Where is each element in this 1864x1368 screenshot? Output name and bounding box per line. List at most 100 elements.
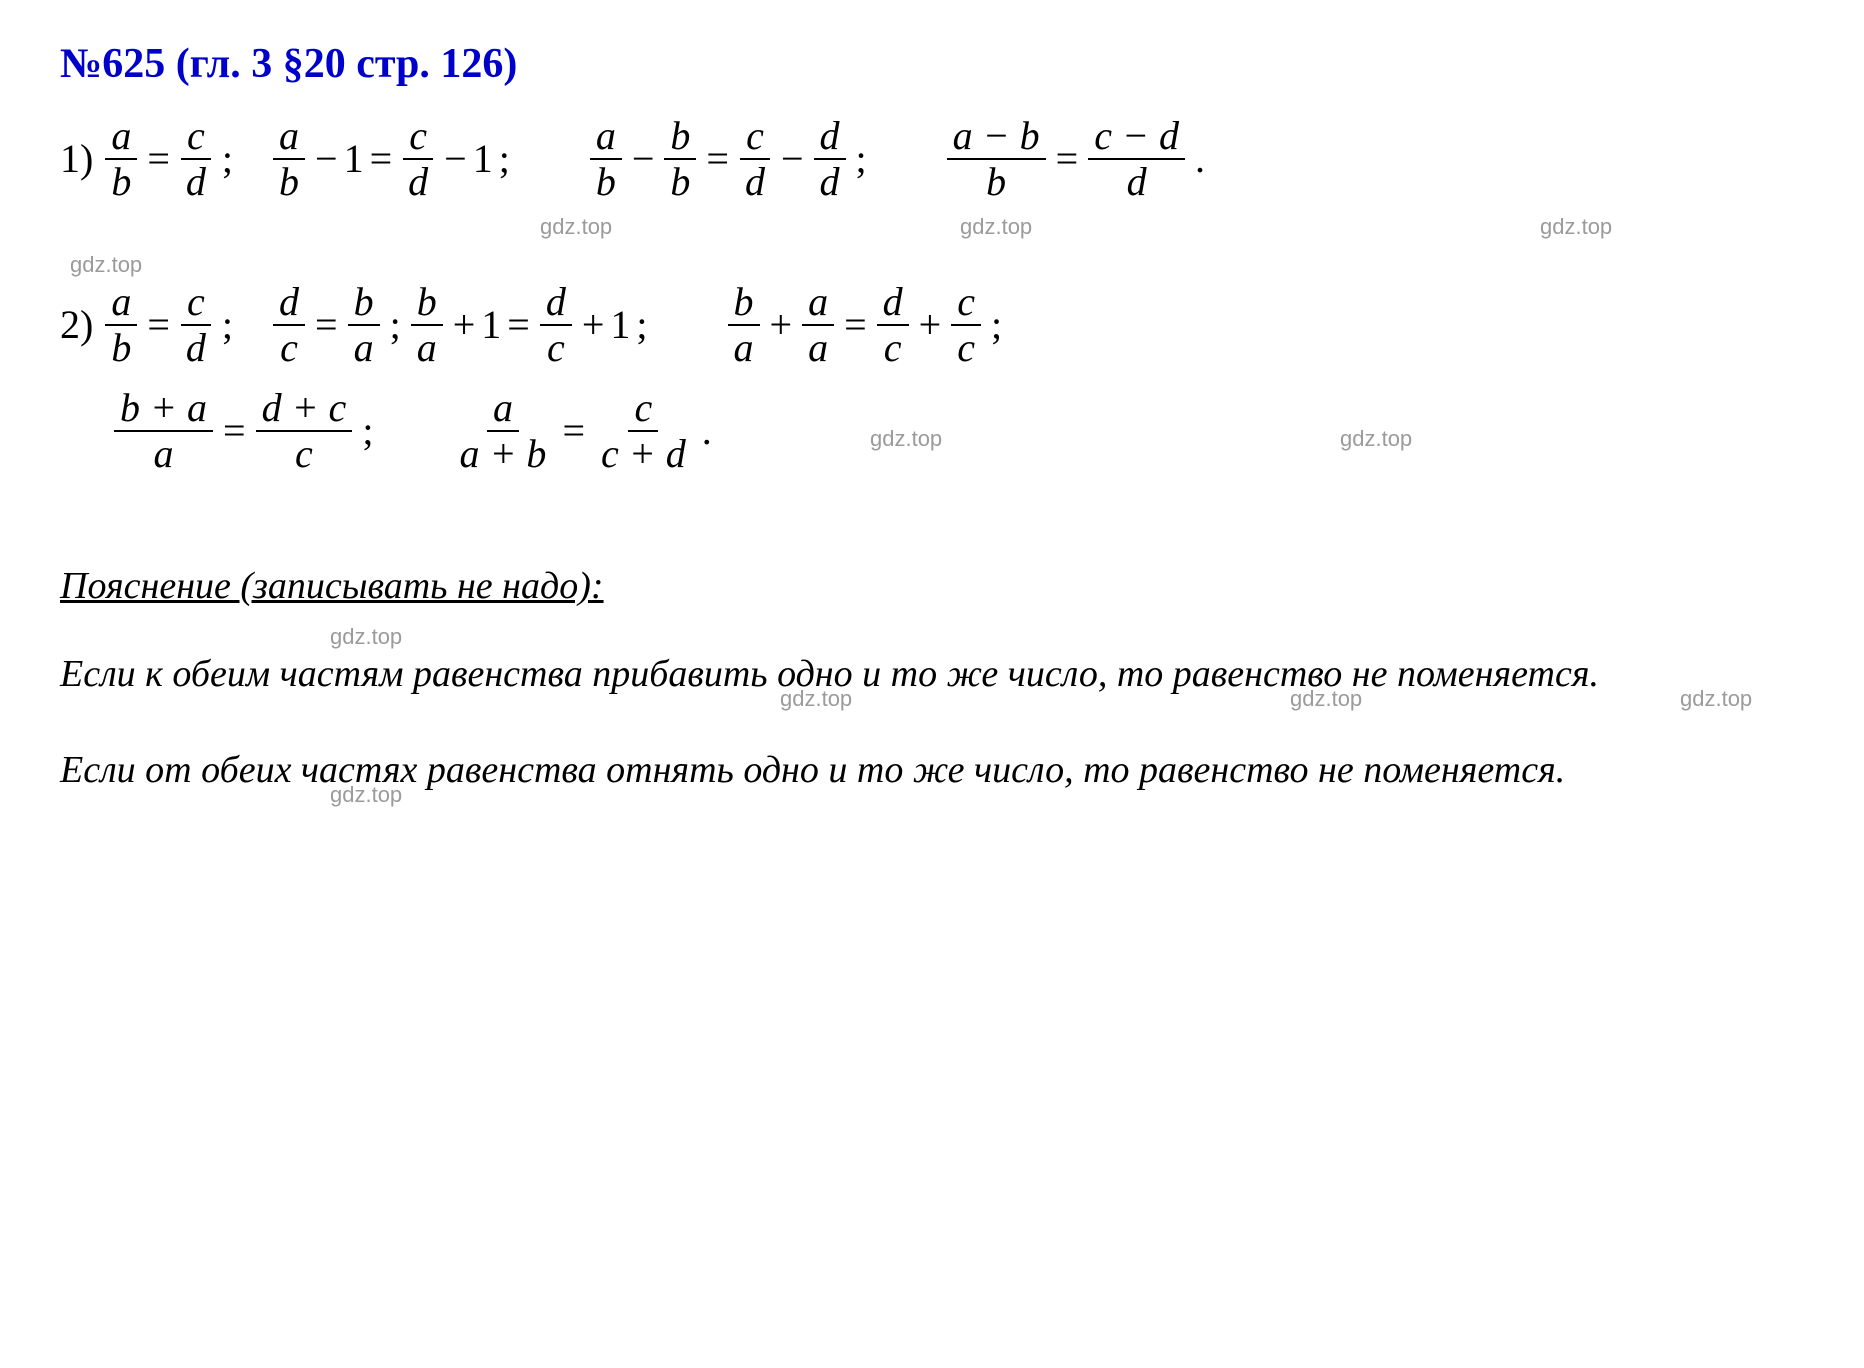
denominator: c + d [595,432,692,474]
watermark: gdz.top [780,686,852,712]
watermark: gdz.top [1340,428,1412,450]
math-line-1: 1) a b = c d ; a b − 1 = c d − 1 ; a b −… [60,116,1804,202]
minus: − [315,139,338,179]
numerator: a [273,116,305,160]
numerator: c [628,388,658,432]
equals: = [370,139,393,179]
equals: = [562,411,585,451]
denominator: c [541,326,571,368]
semicolon: ; [362,411,373,451]
numerator: a [802,282,834,326]
denominator: b [664,160,696,202]
numerator: c [181,282,211,326]
numerator: b [728,282,760,326]
one: 1 [473,139,493,179]
minus: − [632,139,655,179]
fraction: b a [348,282,380,368]
numerator: b [664,116,696,160]
denominator: c [878,326,908,368]
fraction: c d [180,282,212,368]
denominator: a [411,326,443,368]
numerator: d [877,282,909,326]
fraction: a a + b [453,388,552,474]
fraction: d c [540,282,572,368]
numerator: c [403,116,433,160]
watermark: gdz.top [70,252,142,278]
denominator: a [348,326,380,368]
denominator: d [180,160,212,202]
fraction: b a [411,282,443,368]
watermark: gdz.top [1680,686,1752,712]
equals: = [844,305,867,345]
denominator: d [402,160,434,202]
semicolon: ; [991,305,1002,345]
denominator: a [148,432,180,474]
semicolon: ; [222,305,233,345]
numerator: a [487,388,519,432]
numerator: a [105,116,137,160]
semicolon: ; [222,139,233,179]
denominator: b [590,160,622,202]
denominator: d [180,326,212,368]
line-number-1: 1) [60,139,93,179]
numerator: b [411,282,443,326]
watermark: gdz.top [1290,686,1362,712]
numerator: d [814,116,846,160]
equals: = [1056,139,1079,179]
equals: = [507,305,530,345]
fraction: a b [105,282,137,368]
semicolon: ; [636,305,647,345]
equals: = [223,411,246,451]
numerator: b + a [114,388,213,432]
fraction: c − d d [1088,116,1185,202]
fraction: b a [728,282,760,368]
denominator: b [980,160,1012,202]
denominator: a + b [453,432,552,474]
minus: − [444,139,467,179]
denominator: a [728,326,760,368]
denominator: b [105,160,137,202]
numerator: c − d [1088,116,1185,160]
one: 1 [481,305,501,345]
explanation-title: Пояснение (записывать не надо): [60,564,1804,608]
fraction: a b [590,116,622,202]
denominator: c [289,432,319,474]
fraction: c c [951,282,981,368]
explanation-text-2: Если от обеих частях равенства отнять од… [60,732,1760,808]
watermark: gdz.top [330,782,402,808]
math-line-2: 2) a b = c d ; d c = b a ; b a + 1 = d c… [60,282,1804,368]
denominator: d [739,160,771,202]
one: 1 [610,305,630,345]
denominator: a [802,326,834,368]
numerator: b [348,282,380,326]
fraction: d c [273,282,305,368]
explanation-text-1: Если к обеим частям равенства прибавить … [60,636,1760,712]
fraction: c d [180,116,212,202]
one: 1 [344,139,364,179]
dot: . [702,411,712,451]
fraction: d d [814,116,846,202]
math-line-3: b + a a = d + c c ; a a + b = c c + d . … [60,388,1804,474]
fraction: d + c c [256,388,353,474]
semicolon: ; [856,139,867,179]
line-number-2: 2) [60,305,93,345]
fraction: a a [802,282,834,368]
numerator: d [540,282,572,326]
plus: + [770,305,793,345]
minus: − [781,139,804,179]
fraction: a b [105,116,137,202]
equals: = [706,139,729,179]
dot: . [1195,139,1205,179]
fraction: d c [877,282,909,368]
numerator: a [105,282,137,326]
fraction: a b [273,116,305,202]
fraction: c d [739,116,771,202]
fraction: c d [402,116,434,202]
numerator: a [590,116,622,160]
equals: = [315,305,338,345]
denominator: b [105,326,137,368]
equals: = [147,139,170,179]
semicolon: ; [499,139,510,179]
numerator: d [273,282,305,326]
denominator: c [951,326,981,368]
